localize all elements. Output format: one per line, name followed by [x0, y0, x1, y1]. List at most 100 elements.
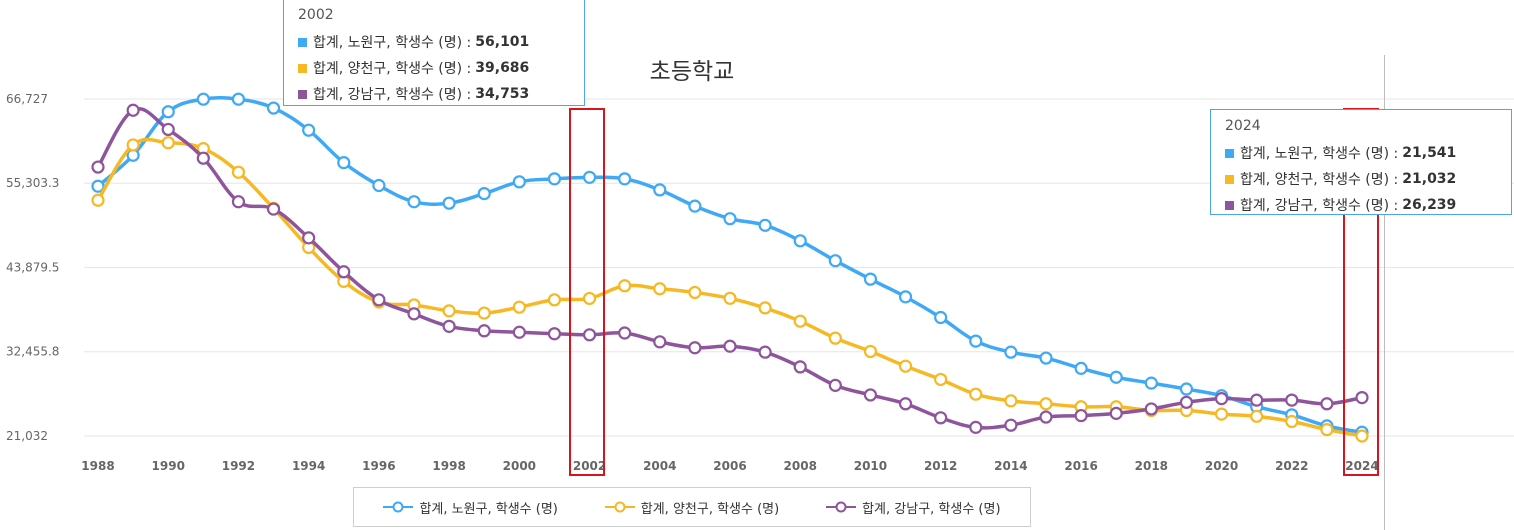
- data-point[interactable]: [1285, 414, 1299, 429]
- data-point[interactable]: [1250, 409, 1264, 423]
- data-point[interactable]: [1144, 376, 1158, 390]
- data-point[interactable]: [828, 331, 842, 345]
- data-point[interactable]: [372, 178, 386, 193]
- data-point[interactable]: [161, 122, 175, 137]
- data-point[interactable]: [91, 179, 105, 193]
- data-point[interactable]: [1109, 406, 1123, 420]
- tooltip-2024: 2024 합계, 노원구, 학생수 (명) : 21,541 합계, 양천구, …: [1210, 109, 1512, 215]
- data-point[interactable]: [898, 359, 913, 373]
- legend-item-gangnam[interactable]: 합계, 강남구, 학생수 (명): [826, 498, 1001, 517]
- data-point[interactable]: [91, 193, 105, 207]
- data-point[interactable]: [1039, 397, 1053, 411]
- data-point[interactable]: [337, 156, 351, 170]
- data-point[interactable]: [653, 335, 667, 349]
- data-point[interactable]: [934, 372, 948, 387]
- data-point[interactable]: [372, 293, 386, 307]
- data-point[interactable]: [337, 265, 351, 279]
- data-point[interactable]: [688, 341, 702, 355]
- data-point[interactable]: [161, 136, 175, 150]
- data-point[interactable]: [653, 183, 667, 197]
- data-point[interactable]: [407, 195, 421, 209]
- data-point[interactable]: [1074, 408, 1088, 423]
- data-point[interactable]: [1214, 392, 1229, 406]
- data-point[interactable]: [723, 212, 737, 226]
- data-point[interactable]: [547, 293, 562, 307]
- data-point[interactable]: [688, 199, 702, 213]
- data-point[interactable]: [512, 175, 526, 189]
- data-point[interactable]: [1039, 410, 1053, 424]
- data-point[interactable]: [828, 378, 842, 392]
- data-point[interactable]: [793, 360, 807, 374]
- data-point[interactable]: [863, 344, 878, 359]
- data-point[interactable]: [477, 306, 491, 320]
- data-point[interactable]: [618, 326, 632, 340]
- data-point[interactable]: [1179, 395, 1194, 409]
- data-point[interactable]: [196, 151, 210, 165]
- data-point[interactable]: [1250, 393, 1264, 407]
- data-point[interactable]: [618, 172, 632, 186]
- data-point[interactable]: [898, 290, 913, 304]
- data-point[interactable]: [266, 101, 281, 115]
- data-point[interactable]: [934, 411, 948, 425]
- data-point[interactable]: [442, 304, 456, 318]
- data-point[interactable]: [512, 325, 526, 339]
- data-point[interactable]: [969, 387, 983, 401]
- data-point[interactable]: [1109, 370, 1123, 384]
- legend-item-nowon[interactable]: 합계, 노원구, 학생수 (명): [383, 498, 558, 517]
- data-point[interactable]: [266, 202, 281, 216]
- data-point[interactable]: [653, 282, 667, 296]
- data-point[interactable]: [512, 300, 526, 314]
- data-point[interactable]: [1039, 351, 1053, 365]
- data-point[interactable]: [969, 334, 983, 348]
- data-point[interactable]: [758, 218, 772, 232]
- data-point[interactable]: [793, 234, 807, 248]
- data-point[interactable]: [1285, 393, 1299, 407]
- data-point[interactable]: [1074, 361, 1088, 375]
- data-point[interactable]: [1004, 394, 1018, 408]
- data-point[interactable]: [758, 345, 772, 359]
- data-point[interactable]: [126, 103, 140, 117]
- legend-item-yangcheon[interactable]: 합계, 양천구, 학생수 (명): [604, 498, 779, 517]
- data-point[interactable]: [302, 123, 316, 137]
- data-point[interactable]: [231, 195, 246, 209]
- data-point[interactable]: [723, 291, 737, 305]
- data-point[interactable]: [1355, 390, 1369, 405]
- data-point[interactable]: [407, 307, 421, 321]
- data-point[interactable]: [1320, 422, 1334, 437]
- data-point[interactable]: [442, 319, 456, 333]
- data-point[interactable]: [161, 105, 175, 119]
- data-point[interactable]: [934, 310, 948, 325]
- data-point[interactable]: [1004, 418, 1018, 432]
- data-point[interactable]: [618, 279, 632, 293]
- data-point[interactable]: [582, 170, 597, 184]
- data-point[interactable]: [582, 291, 597, 306]
- data-point[interactable]: [196, 92, 210, 106]
- data-point[interactable]: [828, 254, 842, 268]
- data-point[interactable]: [477, 186, 491, 201]
- data-point[interactable]: [1179, 382, 1194, 396]
- data-point[interactable]: [793, 314, 807, 328]
- data-point[interactable]: [863, 272, 878, 286]
- data-point[interactable]: [1144, 402, 1158, 416]
- data-point[interactable]: [442, 196, 456, 210]
- data-point[interactable]: [547, 172, 562, 186]
- data-point[interactable]: [477, 324, 491, 338]
- data-point[interactable]: [1004, 345, 1018, 359]
- data-point[interactable]: [688, 285, 702, 300]
- data-point[interactable]: [1355, 429, 1369, 443]
- data-point[interactable]: [723, 339, 737, 353]
- data-point[interactable]: [91, 160, 105, 174]
- tooltip-row-label: 합계, 강남구, 학생수 (명) :: [313, 87, 472, 103]
- data-point[interactable]: [126, 138, 140, 152]
- data-point[interactable]: [758, 301, 772, 315]
- data-point[interactable]: [582, 328, 597, 342]
- data-point[interactable]: [1320, 397, 1334, 411]
- data-point[interactable]: [863, 388, 878, 402]
- data-point[interactable]: [969, 420, 983, 434]
- data-point[interactable]: [231, 92, 246, 106]
- data-point[interactable]: [547, 327, 562, 341]
- data-point[interactable]: [231, 165, 246, 179]
- data-point[interactable]: [1214, 407, 1229, 421]
- data-point[interactable]: [898, 397, 913, 411]
- data-point[interactable]: [302, 231, 316, 245]
